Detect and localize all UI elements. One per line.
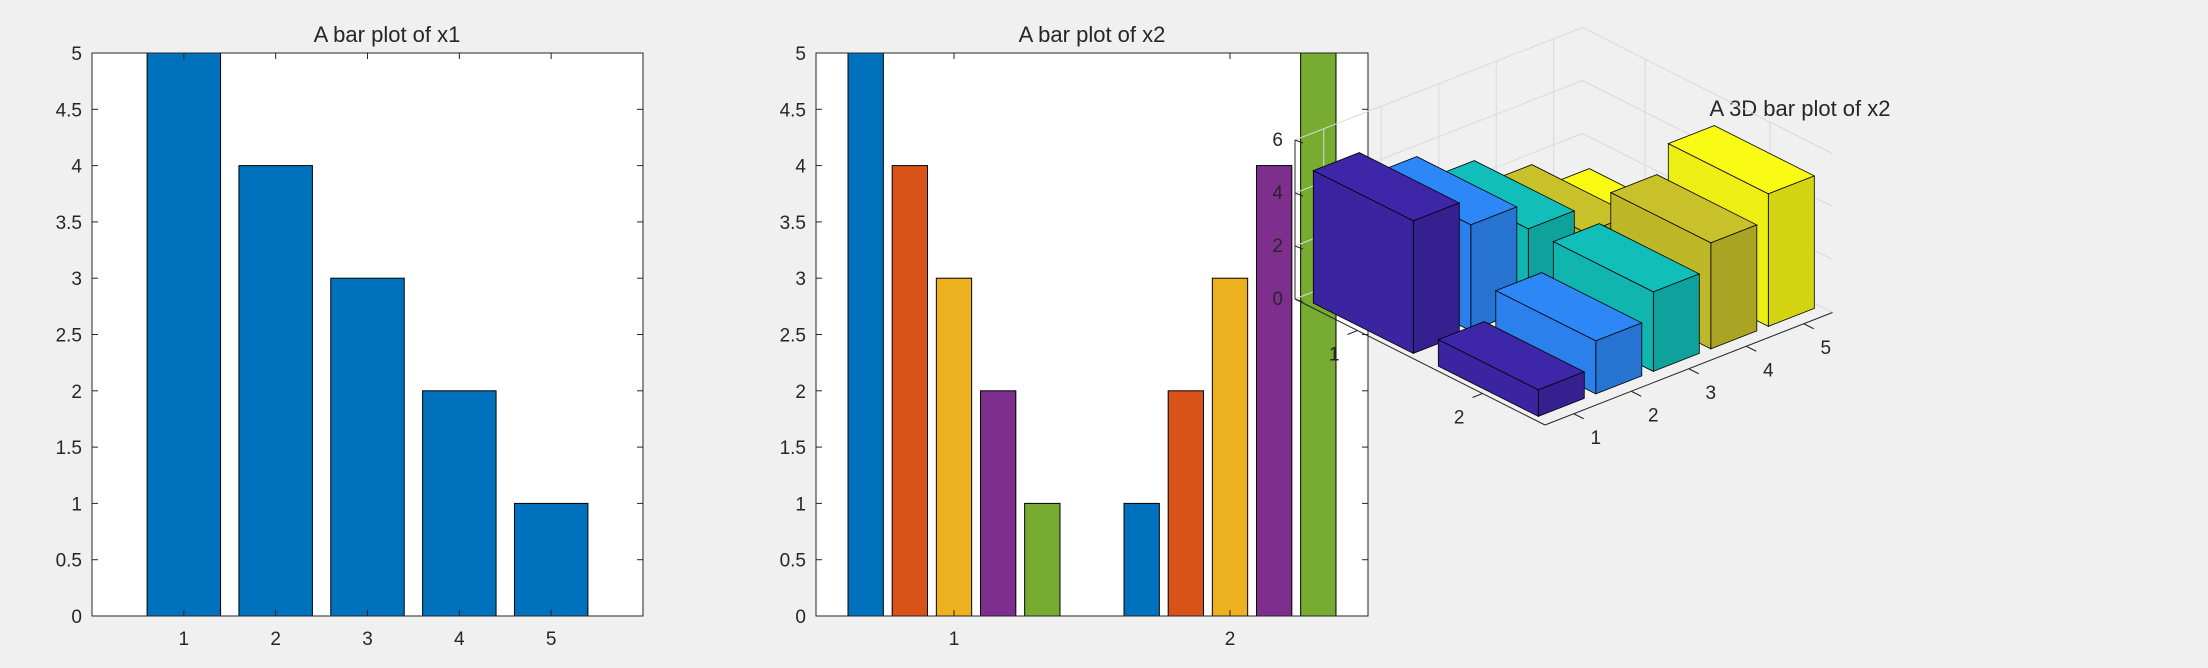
y-tick-label: 2.5 <box>56 326 82 347</box>
bar-s1-c2 <box>1123 502 1160 617</box>
col-tick-label: 1 <box>1590 428 1601 449</box>
bar-s4-c2 <box>1255 165 1293 617</box>
chart-2: A bar plot of x2 0 0.5 1 1.5 2 2.5 3 3.5 4 4.5 5 1 2 <box>780 22 1369 650</box>
col-tick-mark <box>1631 390 1642 397</box>
bar-s2-c1 <box>891 165 929 617</box>
y-tick-label: 3.5 <box>780 213 806 234</box>
x-tick-label: 2 <box>270 629 281 650</box>
col-tick-mark <box>1688 368 1699 375</box>
y-tick-label: 1.5 <box>780 438 806 459</box>
col-tick-label: 3 <box>1705 383 1716 404</box>
bar-s5-c2 <box>1300 52 1337 617</box>
y-tick-label: 0 <box>71 607 82 628</box>
col-tick-mark <box>1803 323 1814 330</box>
chart-1-title: A bar plot of x1 <box>314 22 461 47</box>
row-tick-mark <box>1347 330 1358 335</box>
grid-line <box>1582 27 1833 154</box>
bar-s3-c1 <box>935 277 973 617</box>
y-tick-label: 3 <box>71 269 82 290</box>
y-tick-label: 0.5 <box>56 551 82 572</box>
bar-1 <box>146 52 222 617</box>
col-tick-label: 4 <box>1763 360 1774 381</box>
z-tick-label: 4 <box>1272 183 1283 204</box>
chart-3-title: A 3D bar plot of x2 <box>1710 96 1891 121</box>
y-tick-label: 3.5 <box>56 213 82 234</box>
bar3d-front-r1-c1 <box>1412 202 1460 354</box>
bar-4 <box>422 390 497 617</box>
y-tick-label: 4.5 <box>780 100 806 121</box>
y-tick-label: 1 <box>71 494 82 515</box>
row-tick-label: 2 <box>1454 408 1465 429</box>
bar3d-side-r1-c1 <box>1312 169 1414 355</box>
x-tick-label: 1 <box>179 629 190 650</box>
bar3d-front-r2-c5 <box>1767 175 1815 327</box>
z-tick-mark <box>1294 192 1304 197</box>
bar-5 <box>513 502 589 617</box>
x-tick-label: 1 <box>949 629 960 650</box>
row-tick-mark <box>1472 393 1483 398</box>
row-axis-line <box>1294 298 1546 426</box>
bar-s5-c1 <box>1024 502 1061 617</box>
chart-3: A 3D bar plot of x2 0 2 4 6 1 2 1 2 3 4 5 <box>1272 27 1891 449</box>
col-tick-mark <box>1573 413 1584 420</box>
chart-1: A bar plot of x1 0 0.5 1 1.5 2 2.5 3 3.5 4 4.5 5 1 2… <box>56 22 644 650</box>
z-tick-mark <box>1294 245 1304 250</box>
y-tick-label: 4 <box>71 157 82 178</box>
z-tick-mark <box>1294 139 1304 144</box>
y-tick-label: 2 <box>71 382 82 403</box>
x-tick-label: 4 <box>454 629 465 650</box>
bar-3 <box>330 277 405 617</box>
row-tick-label: 1 <box>1329 345 1340 366</box>
z-tick-label: 6 <box>1272 130 1283 151</box>
chart-2-title: A bar plot of x2 <box>1019 22 1166 47</box>
y-tick-label: 0.5 <box>780 551 806 572</box>
y-tick-label: 3 <box>795 269 806 290</box>
y-tick-label: 4.5 <box>56 100 82 121</box>
z-tick-label: 0 <box>1272 289 1283 310</box>
y-tick-label: 5 <box>71 44 82 65</box>
y-tick-label: 0 <box>795 607 806 628</box>
y-tick-label: 1 <box>795 494 806 515</box>
bar3d-front-r2-c4 <box>1710 224 1758 350</box>
bar-s2-c2 <box>1167 390 1205 617</box>
y-tick-label: 4 <box>795 157 806 178</box>
x-tick-label: 5 <box>546 629 557 650</box>
bar3d-side-r2-c1 <box>1437 338 1539 418</box>
col-tick-mark <box>1746 345 1757 352</box>
bar-s1-c1 <box>847 52 884 617</box>
y-tick-label: 2 <box>795 382 806 403</box>
col-tick-label: 5 <box>1820 338 1831 359</box>
z-tick-label: 2 <box>1272 236 1283 257</box>
bar-s4-c1 <box>979 390 1017 617</box>
bar-s3-c2 <box>1211 277 1249 617</box>
col-tick-label: 2 <box>1648 405 1659 426</box>
y-tick-label: 2.5 <box>780 326 806 347</box>
x-tick-label: 3 <box>362 629 373 650</box>
x-tick-label: 2 <box>1225 629 1236 650</box>
y-tick-label: 5 <box>795 44 806 65</box>
bar-2 <box>238 165 313 617</box>
y-tick-label: 1.5 <box>56 438 82 459</box>
